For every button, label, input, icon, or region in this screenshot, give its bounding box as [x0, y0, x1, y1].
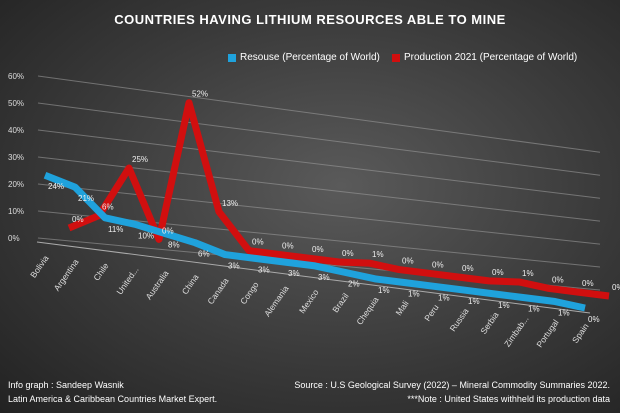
data-label: 11% [108, 225, 123, 234]
chart-title: COUNTRIES HAVING LITHIUM RESOURCES ABLE … [114, 12, 506, 27]
series-line-resource [43, 171, 586, 312]
legend-swatch [228, 53, 236, 62]
x-tick-label: Alemania [262, 283, 291, 318]
legend-item-resource: Resouse (Percentage of World) [228, 52, 380, 63]
data-label: 2% [348, 279, 360, 288]
x-tick-label: Chile [91, 261, 110, 283]
data-label: 6% [198, 250, 210, 259]
data-label: 1% [468, 297, 480, 306]
data-label: 0% [252, 238, 264, 247]
x-tick-label: Bolivia [28, 253, 51, 279]
x-tick-label: Russia [448, 306, 471, 333]
x-axis [36, 241, 591, 314]
gridline [37, 156, 601, 222]
gridline [37, 183, 601, 245]
data-label: 3% [288, 269, 300, 278]
data-label: 52% [192, 90, 208, 99]
y-tick-label: 60% [8, 72, 24, 81]
data-label: 1% [438, 293, 450, 302]
gridline [37, 102, 601, 176]
x-tick-label: Serbia [478, 310, 500, 336]
data-label: 0% [588, 315, 600, 324]
y-tick-label: 50% [8, 99, 24, 108]
y-tick-label: 40% [8, 126, 24, 135]
data-label: 25% [132, 155, 148, 164]
legend-item-production: Production 2021 (Percentage of World) [392, 52, 577, 63]
data-label: 1% [498, 301, 510, 310]
x-tick-label: Portugal [534, 318, 560, 350]
x-tick-label: Argentina [52, 257, 81, 293]
data-label: 0% [552, 275, 564, 284]
data-label: 21% [78, 194, 94, 203]
data-label: 1% [378, 286, 390, 295]
data-label: 3% [318, 273, 330, 282]
y-tick-label: 10% [8, 207, 24, 216]
data-label: 0% [402, 257, 414, 266]
legend-label: Resouse (Percentage of World) [240, 52, 380, 63]
data-label: 0% [312, 245, 324, 254]
data-label: 0% [462, 264, 474, 273]
data-label: 0% [282, 241, 294, 250]
data-label: 1% [372, 250, 384, 259]
footer-credit: Info graph : Sandeep Wasnik Latin America… [8, 378, 217, 406]
data-label: 0% [582, 279, 594, 288]
x-tick-label: Spain [570, 321, 591, 345]
x-tick-label: United... [114, 265, 140, 297]
x-tick-label: Zimbab... [502, 314, 531, 349]
x-tick-label: Congo [238, 280, 261, 306]
data-label: 1% [408, 290, 420, 299]
data-label: 0% [432, 260, 444, 269]
data-label: 8% [168, 241, 180, 250]
credit-line: Latin America & Caribbean Countries Mark… [8, 394, 218, 404]
data-label: 13% [222, 199, 238, 208]
data-label: 0% [492, 268, 504, 277]
credit-line: Info graph : Sandeep Wasnik [8, 380, 124, 390]
data-label: 0% [162, 226, 174, 235]
y-tick-label: 0% [8, 234, 20, 243]
data-label: 1% [558, 309, 570, 318]
series-line-production [67, 99, 610, 300]
data-label: 0% [342, 249, 354, 258]
y-tick-label: 20% [8, 180, 24, 189]
gridline [37, 129, 601, 199]
source-line: Source : U.S Geological Survey (2022) – … [294, 380, 610, 390]
data-label: 0% [72, 215, 84, 224]
x-tick-label: Mexico [297, 287, 321, 315]
x-tick-label: China [180, 272, 201, 296]
data-label: 3% [258, 265, 270, 274]
footer-source: Source : U.S Geological Survey (2022) – … [294, 378, 610, 406]
x-tick-label: Brazil [330, 291, 350, 314]
data-label: 1% [522, 269, 534, 278]
data-label: 6% [102, 203, 114, 212]
data-label: 24% [48, 182, 64, 191]
data-label: 10% [138, 231, 154, 240]
data-label: 3% [228, 262, 240, 271]
legend-label: Production 2021 (Percentage of World) [404, 52, 578, 63]
y-tick-label: 30% [8, 153, 24, 162]
data-label: 1% [528, 305, 540, 314]
x-tick-label: Canada [205, 276, 230, 306]
x-tick-label: Chequia [354, 295, 381, 327]
gridline [37, 75, 601, 153]
note-line: ***Note : United States withheld its pro… [407, 394, 610, 404]
data-label: 0% [612, 283, 620, 292]
x-tick-label: Mali [394, 299, 411, 318]
legend-swatch [392, 53, 400, 62]
x-tick-label: Peru [422, 302, 441, 323]
x-tick-label: Australia [143, 268, 170, 301]
